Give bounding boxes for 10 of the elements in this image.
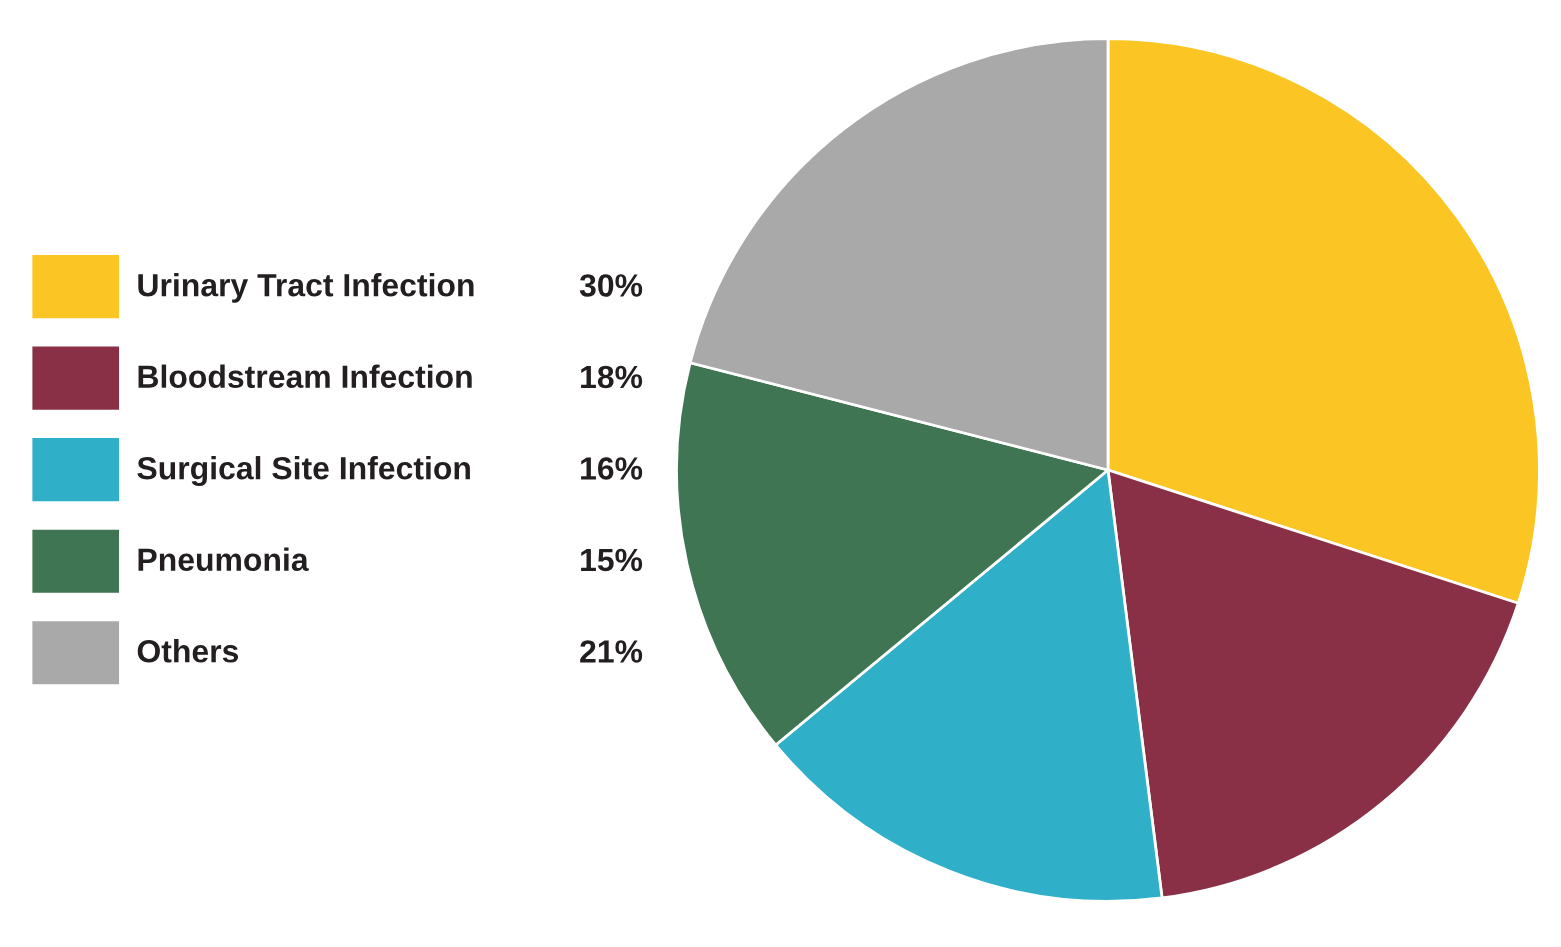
legend-label: Urinary Tract Infection: [138, 273, 474, 303]
legend-label: Surgical Site Infection: [137, 456, 470, 486]
legend-label: Bloodstream Infection: [138, 364, 472, 389]
legend-label: Others: [137, 639, 239, 663]
data-label: 18%: [581, 365, 643, 389]
data-label: 15%: [581, 548, 643, 572]
data-label: 21%: [580, 640, 643, 663]
data-label: 30%: [579, 274, 643, 297]
legend-label: Pneumonia: [138, 547, 309, 572]
data-label: 16%: [581, 457, 643, 480]
